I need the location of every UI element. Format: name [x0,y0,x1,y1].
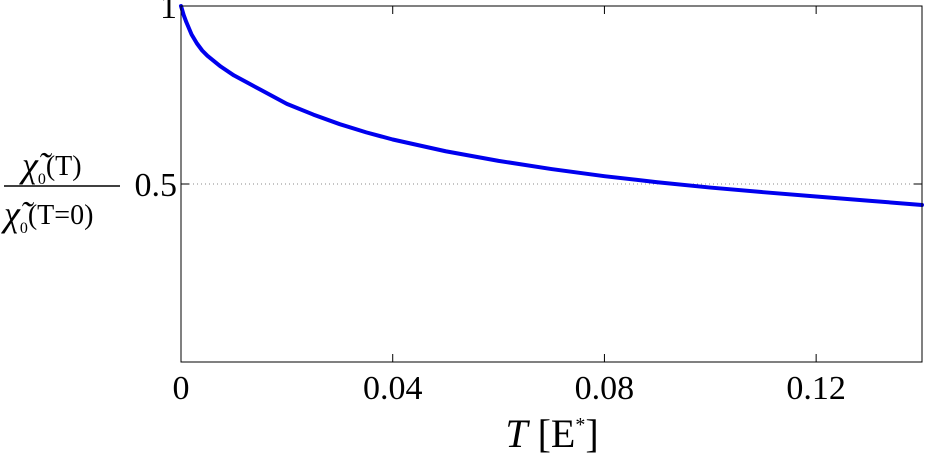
y-label-numerator: χ̃0(T) [19,145,82,188]
x-axis-unit-close: ] [585,411,598,456]
x-tick-label-3: 0.12 [786,370,846,407]
x-axis-unit: [E [538,411,576,456]
tick-marks [180,5,922,362]
grid-lines [181,5,922,185]
x-axis-symbol: T [505,411,530,456]
y-label-num-subscript: 0 [38,171,46,188]
x-tick-label-2: 0.08 [575,370,635,407]
y-tick-label-0: 0.5 [135,167,178,204]
x-tick-labels: 0 0.04 0.08 0.12 [173,370,846,407]
series-layer [179,4,924,207]
y-tick-labels: 0.51 [135,0,178,204]
y-label-den-subscript: 0 [20,220,28,237]
x-tick-label-1: 0.04 [363,370,423,407]
y-label-num-argument: (T) [46,151,82,182]
y-axis-label: χ̃0(T) χ̃0(T=0) [1,145,120,237]
x-tick-label-0: 0 [173,370,190,407]
x-axis-label: T [E*] [505,411,598,456]
plot-frame [180,5,923,363]
y-label-den-argument: (T=0) [28,200,94,231]
series-line-0 [179,4,924,207]
y-tick-label-1: 1 [160,0,177,26]
y-label-denominator: χ̃0(T=0) [1,194,93,237]
x-axis-unit-superscript: * [575,414,585,436]
